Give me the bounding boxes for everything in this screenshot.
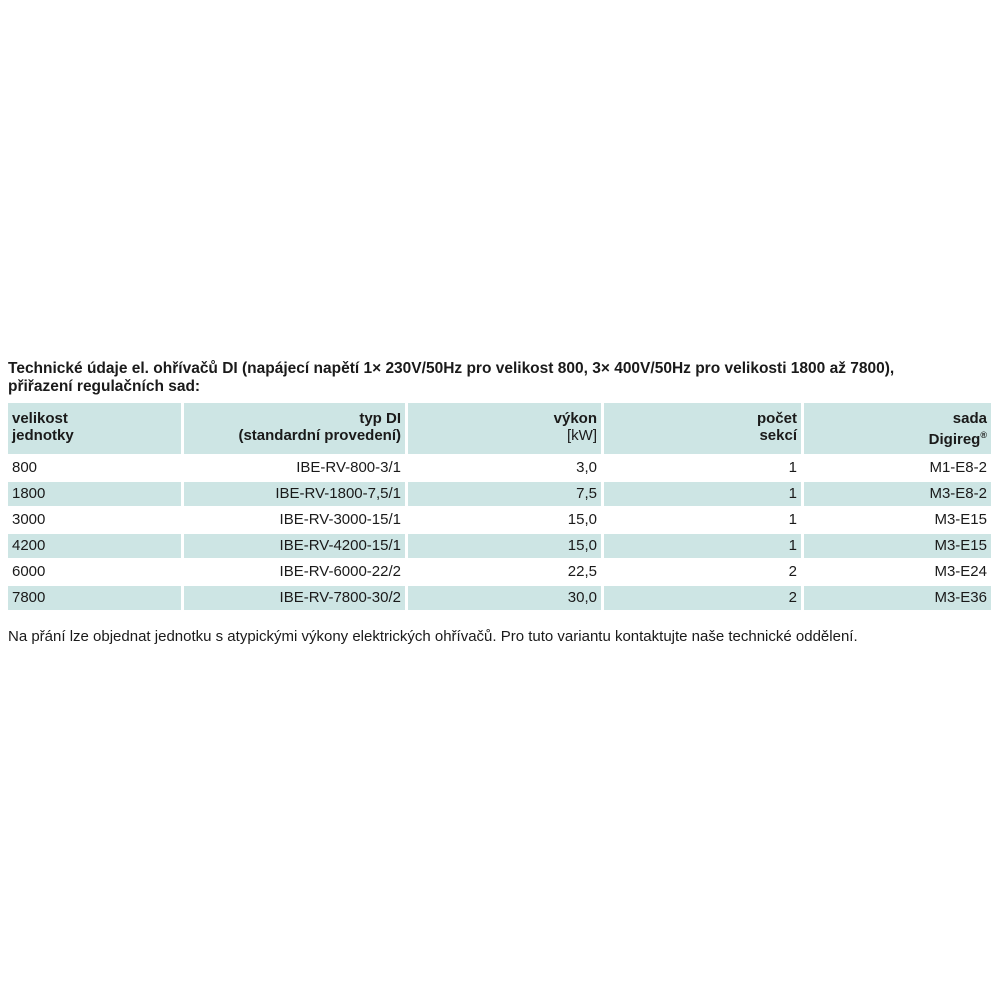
cell-sections: 2	[601, 560, 801, 586]
footnote: Na přání lze objednat jednotku s atypick…	[8, 628, 858, 645]
header-control-set-line2: Digireg®	[808, 427, 987, 448]
table-row: 800 IBE-RV-800-3/1 3,0 1 M1-E8-2	[8, 456, 991, 482]
header-heater-type-line2: (standardní provedení)	[238, 427, 401, 444]
caption-line-2: přiřazení regulačních sad:	[8, 378, 201, 395]
cell-power: 22,5	[405, 560, 601, 586]
header-unit-size: velikost jednotky	[8, 403, 181, 456]
document: Technické údaje el. ohřívačů DI (napájec…	[8, 360, 992, 645]
table-header-row: velikost jednotky typ DI (standardní pro…	[8, 403, 991, 456]
header-sections: počet sekcí	[601, 403, 801, 456]
cell-control-set: M3-E15	[801, 508, 991, 534]
cell-control-set: M3-E8-2	[801, 482, 991, 508]
cell-power: 30,0	[405, 586, 601, 612]
cell-sections: 1	[601, 534, 801, 560]
cell-sections: 2	[601, 586, 801, 612]
cell-sections: 1	[601, 482, 801, 508]
cell-control-set: M3-E36	[801, 586, 991, 612]
header-control-set: sada Digireg®	[801, 403, 991, 456]
caption-line-1: Technické údaje el. ohřívačů DI (napájec…	[8, 360, 895, 377]
cell-power: 7,5	[405, 482, 601, 508]
cell-unit-size: 7800	[8, 586, 181, 612]
table-row: 6000 IBE-RV-6000-22/2 22,5 2 M3-E24	[8, 560, 991, 586]
cell-heater-type: IBE-RV-6000-22/2	[181, 560, 405, 586]
table-row: 4200 IBE-RV-4200-15/1 15,0 1 M3-E15	[8, 534, 991, 560]
cell-unit-size: 4200	[8, 534, 181, 560]
table-row: 3000 IBE-RV-3000-15/1 15,0 1 M3-E15	[8, 508, 991, 534]
cell-sections: 1	[601, 508, 801, 534]
header-heater-type-line1: typ DI	[359, 410, 401, 427]
specs-table: velikost jednotky typ DI (standardní pro…	[8, 403, 991, 612]
cell-unit-size: 800	[8, 456, 181, 482]
header-unit-size-line2: jednotky	[12, 427, 74, 444]
header-power: výkon [kW]	[405, 403, 601, 456]
cell-heater-type: IBE-RV-3000-15/1	[181, 508, 405, 534]
cell-power: 15,0	[405, 508, 601, 534]
cell-heater-type: IBE-RV-1800-7,5/1	[181, 482, 405, 508]
cell-unit-size: 6000	[8, 560, 181, 586]
registered-mark: ®	[980, 430, 987, 440]
cell-control-set: M3-E15	[801, 534, 991, 560]
header-power-unit: [kW]	[567, 427, 597, 444]
cell-heater-type: IBE-RV-7800-30/2	[181, 586, 405, 612]
header-control-set-line1: sada	[952, 410, 987, 427]
cell-unit-size: 1800	[8, 482, 181, 508]
header-control-set-brand: Digireg	[928, 431, 981, 448]
table-caption: Technické údaje el. ohřívačů DI (napájec…	[8, 360, 992, 396]
table-row: 7800 IBE-RV-7800-30/2 30,0 2 M3-E36	[8, 586, 991, 612]
cell-sections: 1	[601, 456, 801, 482]
cell-control-set: M1-E8-2	[801, 456, 991, 482]
cell-power: 15,0	[405, 534, 601, 560]
cell-power: 3,0	[405, 456, 601, 482]
header-power-line1: výkon	[553, 410, 597, 427]
cell-control-set: M3-E24	[801, 560, 991, 586]
cell-unit-size: 3000	[8, 508, 181, 534]
table-row: 1800 IBE-RV-1800-7,5/1 7,5 1 M3-E8-2	[8, 482, 991, 508]
header-heater-type: typ DI (standardní provedení)	[181, 403, 405, 456]
cell-heater-type: IBE-RV-800-3/1	[181, 456, 405, 482]
header-unit-size-line1: velikost	[12, 410, 68, 427]
header-sections-line1: počet	[756, 410, 797, 427]
header-sections-line2: sekcí	[759, 427, 797, 444]
cell-heater-type: IBE-RV-4200-15/1	[181, 534, 405, 560]
